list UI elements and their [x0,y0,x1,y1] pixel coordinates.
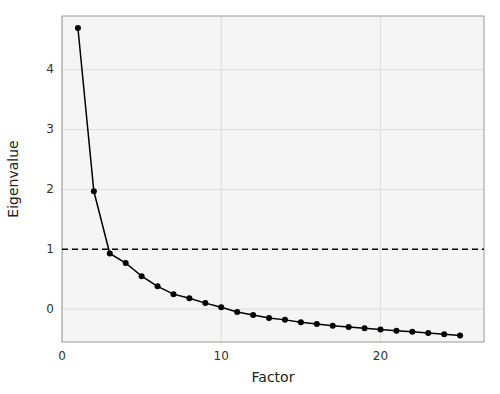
y-grid-line [62,69,484,70]
point [362,325,368,331]
point [186,295,192,301]
point [75,25,81,31]
x-grid-line [221,16,222,342]
x-grid-line [380,16,381,342]
point [123,260,129,266]
y-tick-label: 3 [46,122,54,136]
point [409,329,415,335]
y-grid-line [62,249,484,250]
y-tick-label: 1 [46,242,54,256]
y-tick-label: 4 [46,62,54,76]
point [282,317,288,323]
point [91,188,97,194]
y-tick-label: 2 [46,182,54,196]
point [202,300,208,306]
point [314,321,320,327]
point [457,332,463,338]
point [393,328,399,334]
data [62,25,484,338]
plot-area [62,16,484,342]
chart: 0 1 2 3 4 0 10 20 Factor Eigenvalue [0,0,500,394]
y-grid-line [62,309,484,310]
point [218,304,224,310]
point [250,312,256,318]
point [330,323,336,329]
x-tick-label: 10 [214,349,229,363]
point [234,309,240,315]
reference-line [62,249,484,251]
point [298,319,304,325]
y-axis-label: Eigenvalue [5,140,21,217]
y-grid-line [62,189,484,190]
x-tick-label: 20 [373,349,388,363]
point [425,330,431,336]
y-grid-line [62,129,484,130]
x-tick-label: 0 [58,349,66,363]
point [441,331,447,337]
x-axis-label: Factor [252,369,295,385]
point [377,326,383,332]
point [139,273,145,279]
point [155,283,161,289]
point [107,250,113,256]
line [78,28,460,335]
point [346,324,352,330]
axes: 0 1 2 3 4 0 10 20 [46,62,388,363]
y-tick-label: 0 [46,302,54,316]
grid [62,16,484,342]
plot-frame [62,16,484,342]
point [170,291,176,297]
point [266,315,272,321]
